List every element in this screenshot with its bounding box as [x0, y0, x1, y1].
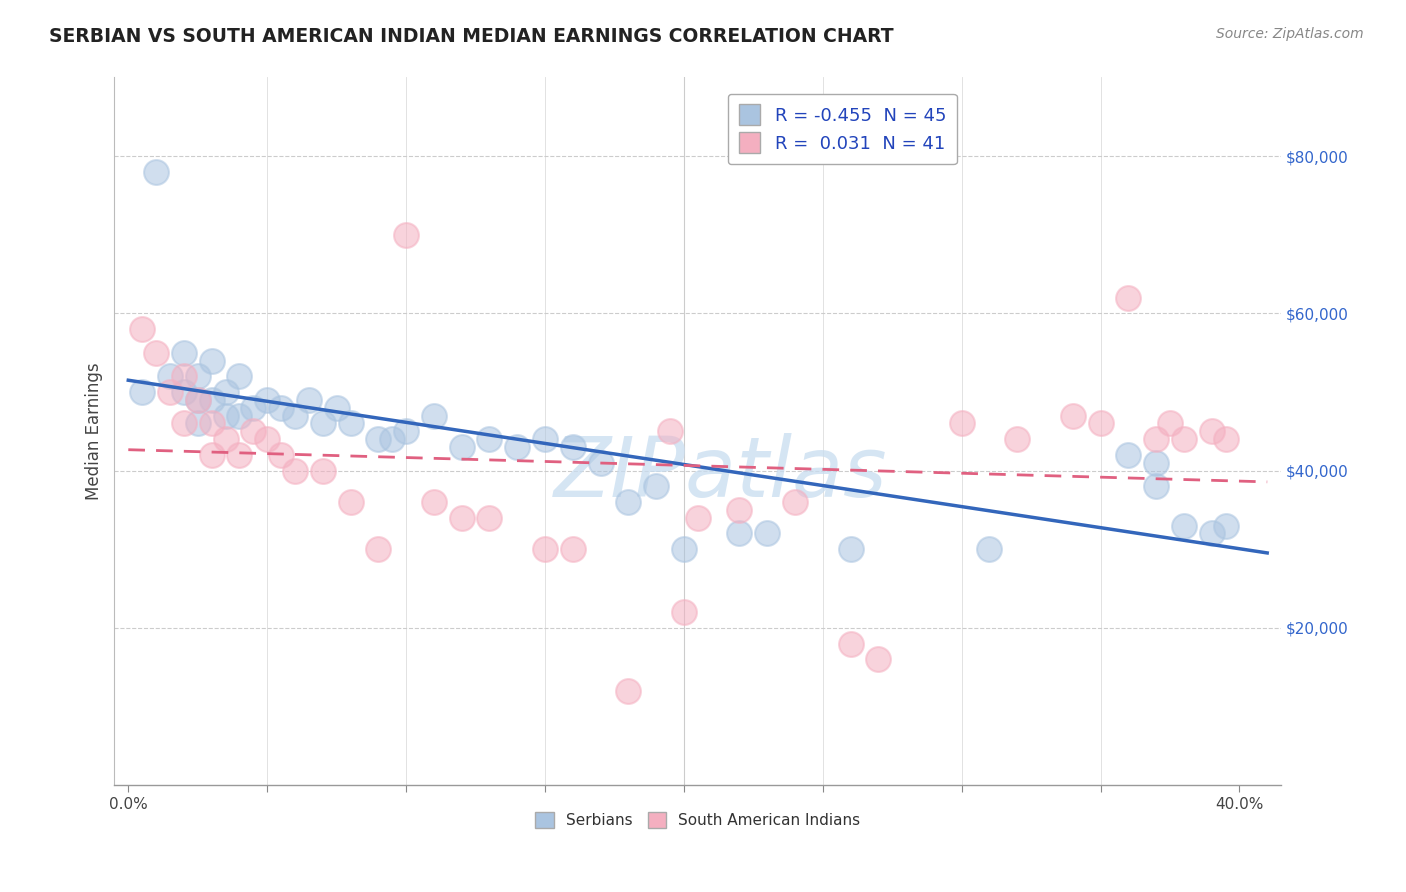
Point	[298, 392, 321, 407]
Point	[173, 345, 195, 359]
Point	[339, 495, 361, 509]
Point	[617, 495, 640, 509]
Point	[270, 448, 292, 462]
Point	[214, 409, 236, 423]
Point	[367, 542, 389, 557]
Point	[159, 384, 181, 399]
Text: ZIPatlas: ZIPatlas	[554, 434, 889, 514]
Point	[367, 432, 389, 446]
Point	[228, 448, 250, 462]
Point	[868, 652, 890, 666]
Point	[839, 636, 862, 650]
Point	[395, 227, 418, 242]
Point	[1215, 518, 1237, 533]
Point	[214, 432, 236, 446]
Point	[242, 424, 264, 438]
Point	[242, 401, 264, 415]
Point	[312, 464, 335, 478]
Point	[131, 384, 153, 399]
Point	[270, 401, 292, 415]
Point	[381, 432, 404, 446]
Point	[1062, 409, 1084, 423]
Point	[561, 440, 583, 454]
Text: Source: ZipAtlas.com: Source: ZipAtlas.com	[1216, 27, 1364, 41]
Point	[145, 165, 167, 179]
Point	[561, 542, 583, 557]
Point	[1173, 432, 1195, 446]
Point	[187, 392, 209, 407]
Point	[187, 392, 209, 407]
Point	[423, 495, 446, 509]
Point	[1144, 479, 1167, 493]
Point	[284, 464, 307, 478]
Point	[1116, 291, 1139, 305]
Point	[201, 353, 224, 368]
Point	[214, 384, 236, 399]
Point	[478, 432, 501, 446]
Point	[659, 424, 682, 438]
Point	[173, 417, 195, 431]
Point	[672, 542, 695, 557]
Point	[325, 401, 347, 415]
Point	[201, 392, 224, 407]
Point	[312, 417, 335, 431]
Point	[589, 456, 612, 470]
Point	[478, 510, 501, 524]
Point	[145, 345, 167, 359]
Point	[1116, 448, 1139, 462]
Point	[450, 510, 472, 524]
Point	[201, 448, 224, 462]
Point	[1144, 456, 1167, 470]
Point	[950, 417, 973, 431]
Point	[256, 432, 278, 446]
Point	[783, 495, 806, 509]
Point	[159, 369, 181, 384]
Text: SERBIAN VS SOUTH AMERICAN INDIAN MEDIAN EARNINGS CORRELATION CHART: SERBIAN VS SOUTH AMERICAN INDIAN MEDIAN …	[49, 27, 894, 45]
Point	[228, 409, 250, 423]
Point	[173, 384, 195, 399]
Point	[284, 409, 307, 423]
Point	[1005, 432, 1028, 446]
Point	[1215, 432, 1237, 446]
Point	[979, 542, 1001, 557]
Point	[1201, 526, 1223, 541]
Point	[1090, 417, 1112, 431]
Point	[1159, 417, 1181, 431]
Point	[686, 510, 709, 524]
Point	[728, 526, 751, 541]
Point	[339, 417, 361, 431]
Point	[256, 392, 278, 407]
Y-axis label: Median Earnings: Median Earnings	[86, 362, 103, 500]
Point	[423, 409, 446, 423]
Point	[131, 322, 153, 336]
Point	[728, 503, 751, 517]
Point	[756, 526, 779, 541]
Point	[228, 369, 250, 384]
Point	[201, 417, 224, 431]
Point	[506, 440, 529, 454]
Point	[645, 479, 668, 493]
Point	[839, 542, 862, 557]
Point	[1173, 518, 1195, 533]
Point	[450, 440, 472, 454]
Point	[672, 605, 695, 619]
Point	[187, 369, 209, 384]
Point	[1201, 424, 1223, 438]
Point	[534, 542, 557, 557]
Point	[617, 683, 640, 698]
Point	[173, 369, 195, 384]
Point	[395, 424, 418, 438]
Point	[534, 432, 557, 446]
Legend: Serbians, South American Indians: Serbians, South American Indians	[529, 805, 866, 834]
Point	[1144, 432, 1167, 446]
Point	[187, 417, 209, 431]
